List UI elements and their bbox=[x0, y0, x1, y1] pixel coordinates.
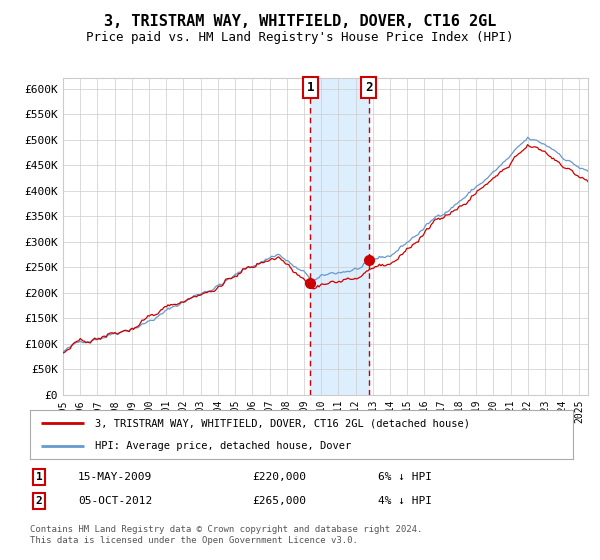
Text: 1: 1 bbox=[307, 81, 314, 94]
Bar bbox=[310, 78, 368, 395]
Text: 15-MAY-2009: 15-MAY-2009 bbox=[78, 472, 152, 482]
Text: 3, TRISTRAM WAY, WHITFIELD, DOVER, CT16 2GL (detached house): 3, TRISTRAM WAY, WHITFIELD, DOVER, CT16 … bbox=[95, 418, 470, 428]
Text: Price paid vs. HM Land Registry's House Price Index (HPI): Price paid vs. HM Land Registry's House … bbox=[86, 31, 514, 44]
Text: 1: 1 bbox=[35, 472, 43, 482]
Text: 05-OCT-2012: 05-OCT-2012 bbox=[78, 496, 152, 506]
Text: 4% ↓ HPI: 4% ↓ HPI bbox=[378, 496, 432, 506]
Text: £265,000: £265,000 bbox=[252, 496, 306, 506]
Text: HPI: Average price, detached house, Dover: HPI: Average price, detached house, Dove… bbox=[95, 441, 352, 451]
Text: 3, TRISTRAM WAY, WHITFIELD, DOVER, CT16 2GL: 3, TRISTRAM WAY, WHITFIELD, DOVER, CT16 … bbox=[104, 14, 496, 29]
Text: 6% ↓ HPI: 6% ↓ HPI bbox=[378, 472, 432, 482]
Text: Contains HM Land Registry data © Crown copyright and database right 2024.
This d: Contains HM Land Registry data © Crown c… bbox=[30, 525, 422, 545]
Text: 2: 2 bbox=[365, 81, 372, 94]
Text: £220,000: £220,000 bbox=[252, 472, 306, 482]
Text: 2: 2 bbox=[35, 496, 43, 506]
